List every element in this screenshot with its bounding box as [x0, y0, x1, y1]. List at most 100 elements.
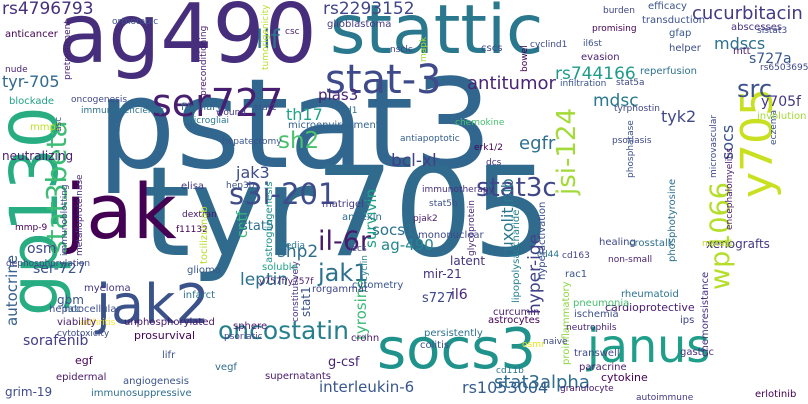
word-cloud-term: s727 — [422, 291, 454, 306]
word-cloud-term: infiltration — [560, 79, 607, 89]
word-cloud-term: astrogliogenesis — [264, 181, 275, 263]
word-cloud-term: cyclin — [360, 255, 370, 281]
word-cloud-term: prosurvival — [134, 329, 196, 342]
word-cloud-term: microenvironment — [288, 120, 380, 131]
word-cloud-term: sistat3 — [757, 26, 788, 36]
word-cloud-term: pstat3 — [97, 53, 493, 197]
word-cloud-term: tocilizumab — [199, 206, 210, 264]
word-cloud-term: y757f/y757f — [259, 277, 314, 287]
word-cloud-term: oncostatin — [218, 316, 349, 345]
word-cloud-term: s3i-201 — [229, 177, 337, 211]
word-cloud-term: jsi-124 — [552, 107, 582, 195]
word-cloud-term: gfap — [669, 28, 692, 39]
word-cloud-term: tyk2 — [661, 107, 697, 126]
word-cloud-term: evasion — [581, 52, 620, 63]
word-cloud-term: tyrphostin — [614, 104, 660, 114]
word-cloud-term: infarct — [183, 290, 216, 301]
word-cloud-term: rs744166 — [555, 64, 636, 84]
word-cloud-term: immunosuppressive — [91, 388, 192, 399]
word-cloud-term: encephalomyelitis — [725, 147, 735, 230]
word-cloud-term: cd163 — [562, 251, 590, 261]
word-cloud-term: crosstalk — [629, 238, 674, 249]
word-cloud-term: mdscs — [714, 34, 766, 53]
word-cloud-term: cd11b — [496, 366, 524, 376]
word-cloud-term: myeloma — [84, 283, 131, 294]
word-cloud-term: vegf — [215, 362, 237, 373]
word-cloud-term: cytometry — [352, 280, 404, 291]
word-cloud-term: curcumin — [493, 307, 540, 318]
word-cloud-term: hyperactivation — [537, 201, 548, 280]
word-cloud-term: viability — [57, 317, 97, 328]
word-cloud-term: preconditioning — [199, 25, 209, 96]
word-cloud-term: rac1 — [565, 269, 588, 280]
word-cloud-term: dephosphorylation — [6, 259, 91, 269]
word-cloud-term: cardioprotective — [605, 301, 695, 314]
word-cloud-term: colitis — [420, 340, 450, 351]
word-cloud-term: egfr — [519, 133, 556, 154]
word-cloud-term: mtt — [733, 46, 751, 57]
word-cloud-term: unphosphorylated — [124, 317, 215, 328]
word-cloud-term: fibrillary — [181, 102, 223, 113]
word-cloud-term: cucurbitacin — [692, 3, 803, 24]
word-cloud-term: psoriasis — [612, 136, 652, 146]
word-cloud-term: epidermal — [56, 372, 107, 383]
word-cloud-term: sphere — [233, 321, 268, 332]
word-cloud-term: autoimmune — [636, 393, 694, 403]
word-cloud-term: burden — [603, 6, 635, 16]
word-cloud-term: erlotinib — [755, 389, 797, 400]
word-cloud-term: mstat1 — [702, 239, 734, 249]
word-cloud-term: pjak2 — [413, 214, 438, 224]
word-cloud-term: chemoresistance — [700, 271, 711, 357]
word-cloud-term: jak — [65, 167, 177, 256]
word-cloud-term: hepatocellular — [49, 304, 121, 315]
word-cloud-term: lifr — [162, 350, 176, 361]
word-cloud-term: sh2 — [278, 128, 320, 154]
word-cloud-term: f11132 — [176, 225, 208, 235]
word-cloud-term: hcc — [64, 304, 82, 315]
word-cloud-term: glioblastoma — [327, 19, 392, 30]
word-cloud-term: glioma — [187, 265, 221, 276]
word-cloud-term: cytokine — [601, 371, 648, 384]
word-cloud-term: socs3 — [377, 317, 537, 382]
word-cloud-term: lif — [256, 25, 280, 55]
word-cloud-term: soluble — [262, 262, 298, 273]
word-cloud-term: mmp-9 — [15, 223, 48, 233]
word-cloud-term: tyr-705 — [2, 72, 60, 91]
word-cloud-term: annexin — [342, 212, 382, 223]
word-cloud-term: rs6503695 — [760, 63, 808, 73]
word-cloud-term: wound — [216, 108, 246, 118]
word-cloud-term: gastric — [680, 347, 714, 358]
word-cloud-term: shp2 — [277, 242, 319, 262]
word-cloud-term: gbm — [57, 293, 84, 307]
word-cloud-term: angiogenesis — [123, 376, 189, 387]
word-cloud-term: rorgammat — [312, 284, 368, 295]
word-cloud-term: nude — [5, 65, 28, 75]
word-cloud-term: asc — [54, 116, 64, 132]
word-cloud-term: pretreatment — [63, 20, 73, 80]
word-cloud-term: hep3b — [226, 181, 255, 191]
word-cloud-term: s727a — [749, 51, 792, 67]
word-cloud-term: reperfusion — [640, 66, 697, 77]
word-cloud-term: matrigel — [322, 199, 364, 210]
word-cloud-term: astrocytes — [488, 315, 540, 326]
word-cloud-term: cytotoxicity — [57, 329, 110, 339]
word-cloud-term: stat5 — [241, 219, 275, 234]
word-cloud-term: d1 — [346, 106, 358, 116]
word-cloud-term: sorafenib — [23, 333, 89, 349]
word-cloud-term: dcs — [486, 158, 502, 168]
word-cloud-term: arthritis — [80, 318, 116, 328]
word-cloud-term: il6st — [583, 39, 602, 49]
word-cloud-term: mmp2 — [30, 122, 63, 133]
word-cloud-term: jak2 — [96, 273, 210, 336]
word-cloud-term: leptin — [240, 270, 289, 290]
word-cloud-term: phosphotyrosine — [667, 178, 678, 262]
word-cloud-term: stat3alpha — [494, 372, 590, 393]
word-cloud-term: immunoblotting — [60, 184, 70, 256]
word-cloud-term: antitumor — [467, 73, 556, 94]
word-cloud-term: stat2 — [254, 103, 277, 113]
word-cloud-term: involution — [757, 111, 807, 122]
word-cloud-term: socs1 — [372, 221, 415, 239]
word-cloud-term: immunodeficiency — [81, 106, 164, 116]
word-cloud-term: stat5a — [616, 78, 645, 88]
